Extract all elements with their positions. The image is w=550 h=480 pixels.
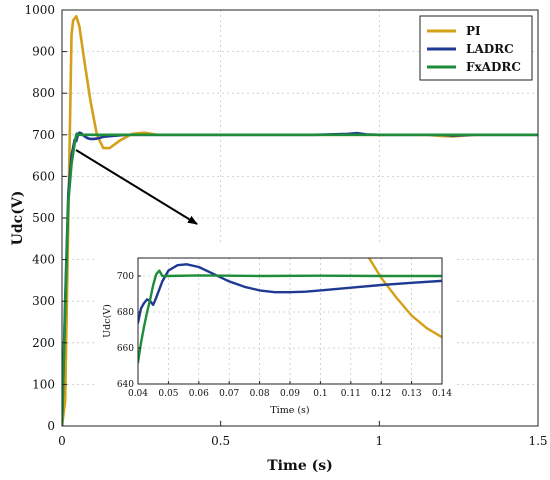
inset-series-pi xyxy=(367,258,442,339)
legend: PI LADRC FxADRC xyxy=(419,15,533,81)
inset-x-tick-label: 0.12 xyxy=(371,389,391,399)
main-y-tick-label: 100 xyxy=(32,377,55,391)
inset-x-tick-label: 0.09 xyxy=(280,389,300,399)
legend-label-fxadrc: FxADRC xyxy=(466,60,521,74)
inset-series-fxadrc xyxy=(138,269,442,364)
main-y-axis-label: Udc(V) xyxy=(10,191,26,246)
inset-series-lines xyxy=(138,258,442,364)
main-y-tick-label: 900 xyxy=(32,45,55,59)
inset-x-tick-label: 0.05 xyxy=(158,389,178,399)
inset-background xyxy=(96,244,454,420)
inset-x-tick-label: 0.13 xyxy=(402,389,422,399)
zoom-arrow xyxy=(75,149,198,225)
inset-x-tick-label: 0.11 xyxy=(341,389,361,399)
inset-zoom-chart: 0.04 0.05 0.06 0.07 0.08 0.09 0.1 0.11 0.12 0.13 0… xyxy=(96,244,454,420)
legend-label-pi: PI xyxy=(466,24,481,38)
main-y-tick-label: 400 xyxy=(32,253,55,267)
inset-y-tick-label: 700 xyxy=(117,272,134,282)
main-x-tick-label: 1.5 xyxy=(528,434,547,448)
main-y-tick-label: 600 xyxy=(32,169,55,183)
main-x-tick-label: 1 xyxy=(376,434,384,448)
main-y-tick-label: 500 xyxy=(32,211,55,225)
inset-x-tick-label: 0.14 xyxy=(432,389,452,399)
main-x-tick-label: 0.5 xyxy=(211,434,230,448)
inset-x-tick-label: 0.07 xyxy=(219,389,239,399)
inset-x-tick-label: 0.1 xyxy=(313,389,327,399)
main-x-axis-label: Time (s) xyxy=(267,458,332,474)
inset-y-axis-label: Udc(V) xyxy=(102,304,113,338)
main-series-fxadrc xyxy=(62,132,538,426)
inset-x-tick-label: 0.08 xyxy=(250,389,270,399)
inset-x-axis-label: Time (s) xyxy=(270,405,309,416)
inset-y-tick-label: 640 xyxy=(117,380,134,390)
inset-y-tick-label: 660 xyxy=(117,344,134,354)
legend-label-ladrc: LADRC xyxy=(466,42,514,56)
inset-x-tick-label: 0.04 xyxy=(128,389,148,399)
main-y-tick-label: 1000 xyxy=(24,3,55,17)
main-series-lines xyxy=(62,14,538,426)
main-y-tick-label: 300 xyxy=(32,294,55,308)
inset-tick-labels: 0.04 0.05 0.06 0.07 0.08 0.09 0.1 0.11 0.12 0.13 0… xyxy=(117,272,452,399)
inset-x-tick-label: 0.06 xyxy=(189,389,209,399)
main-y-tick-label: 700 xyxy=(32,128,55,142)
main-x-tick-label: 0 xyxy=(58,434,66,448)
main-y-tick-label: 0 xyxy=(47,419,55,433)
main-y-tick-label: 200 xyxy=(32,336,55,350)
main-tick-labels: 0 0.5 1 1.5 0 100 200 300 400 500 600 700 800 900 1000 xyxy=(24,3,547,448)
main-y-tick-label: 800 xyxy=(32,86,55,100)
inset-y-tick-label: 680 xyxy=(117,308,134,318)
